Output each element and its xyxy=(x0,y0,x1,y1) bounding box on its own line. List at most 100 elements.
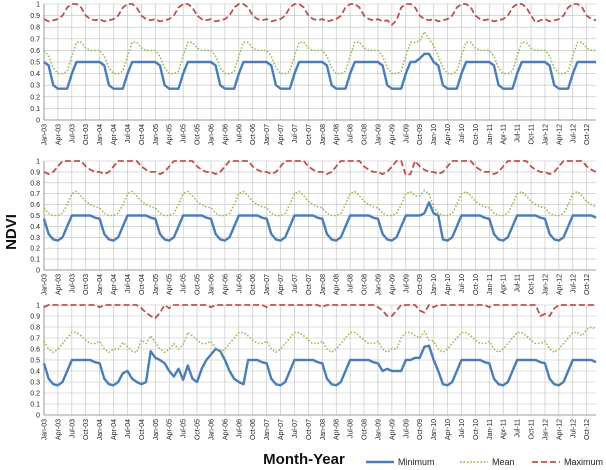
x-tick-label: Jul-09 xyxy=(403,274,410,293)
x-tick-label: Jul-07 xyxy=(292,419,299,438)
x-tick-label: Apr-03 xyxy=(55,419,62,440)
x-tick-label: Jul-12 xyxy=(570,274,577,293)
x-tick-label: Oct-08 xyxy=(362,274,369,295)
x-tick-label: Jan-04 xyxy=(97,274,104,296)
x-tick-label: Apr-08 xyxy=(334,274,341,295)
x-tick-label: Jan-09 xyxy=(375,124,382,146)
x-tick-label: Jan-09 xyxy=(375,274,382,296)
x-tick-label: Apr-06 xyxy=(222,124,229,145)
x-tick-label: Apr-09 xyxy=(389,274,396,295)
y-tick-label: 0.4 xyxy=(30,71,40,78)
x-tick-label: Oct-10 xyxy=(473,419,480,440)
x-tick-label: Jul-10 xyxy=(459,124,466,143)
series-mean-line xyxy=(43,326,597,354)
x-tick-label: Jul-05 xyxy=(181,124,188,143)
x-tick-label: Jul-10 xyxy=(459,274,466,293)
x-tick-label: Jul-05 xyxy=(181,274,188,293)
series-mean-line xyxy=(43,189,597,217)
x-tick-label: Oct-12 xyxy=(584,124,591,145)
x-tick-label: Apr-04 xyxy=(111,274,118,295)
x-tick-label: Jan-09 xyxy=(375,419,382,441)
x-tick-label: Apr-07 xyxy=(278,124,285,145)
y-tick-label: 0 xyxy=(36,413,40,420)
x-tick-label: Apr-11 xyxy=(501,124,508,145)
x-tick-label: Apr-03 xyxy=(55,124,62,145)
y-tick-label: 0 xyxy=(36,268,40,275)
x-tick-label: Jan-12 xyxy=(542,274,549,296)
y-tick-label: 0.2 xyxy=(30,94,40,101)
x-tick-label: Oct-05 xyxy=(195,419,202,440)
y-tick-label: 0.9 xyxy=(30,13,40,20)
x-tick-label: Apr-11 xyxy=(501,274,508,295)
x-tick-label: Jul-06 xyxy=(236,124,243,143)
x-tick-label: Jan-07 xyxy=(264,419,271,441)
x-tick-label: Oct-11 xyxy=(529,124,536,145)
y-tick-label: 0.9 xyxy=(30,314,40,321)
x-tick-label: Jul-07 xyxy=(292,274,299,293)
x-tick-label: Oct-10 xyxy=(473,274,480,295)
y-tick-label: 0.3 xyxy=(30,83,40,90)
x-tick-label: Jan-07 xyxy=(264,124,271,146)
x-tick-label: Apr-03 xyxy=(55,274,62,295)
x-tick-label: Jul-08 xyxy=(348,274,355,293)
series-maximum-line xyxy=(43,160,597,177)
y-tick-label: 0.6 xyxy=(30,48,40,55)
x-tick-label: Jan-05 xyxy=(153,124,160,146)
y-tick-label: 0.7 xyxy=(30,36,40,43)
y-tick-label: 0.2 xyxy=(30,391,40,398)
x-tick-label: Oct-08 xyxy=(362,419,369,440)
x-tick-label: Oct-12 xyxy=(584,419,591,440)
x-tick-label: Apr-12 xyxy=(556,124,563,145)
series-mean-line xyxy=(43,31,596,75)
x-tick-label: Jul-11 xyxy=(515,124,522,143)
x-tick-label: Jan-04 xyxy=(97,419,104,441)
x-tick-label: Jan-11 xyxy=(487,419,494,440)
y-tick-label: 0.7 xyxy=(30,191,40,198)
y-tick-label: 0.6 xyxy=(30,347,40,354)
x-tick-label: Jan-06 xyxy=(208,419,215,441)
x-tick-label: Apr-08 xyxy=(334,419,341,440)
y-axis-label: NDVI xyxy=(3,214,20,250)
x-tick-label: Jul-11 xyxy=(515,419,522,438)
x-tick-label: Jul-09 xyxy=(403,419,410,438)
x-tick-label: Apr-10 xyxy=(445,274,452,295)
x-tick-label: Jan-12 xyxy=(542,419,549,441)
x-tick-label: Jul-04 xyxy=(125,419,132,438)
legend-label-minimum: Minimum xyxy=(398,457,435,467)
x-tick-label: Oct-09 xyxy=(417,419,424,440)
x-tick-label: Jul-08 xyxy=(348,419,355,438)
y-tick-label: 0.4 xyxy=(30,369,40,376)
x-tick-label: Apr-12 xyxy=(556,419,563,440)
x-tick-label: Jan-10 xyxy=(431,124,438,146)
x-tick-label: Jan-07 xyxy=(264,274,271,296)
series-minimum-line xyxy=(42,201,597,242)
x-tick-label: Apr-06 xyxy=(222,419,229,440)
x-tick-label: Oct-07 xyxy=(306,274,313,295)
y-tick-label: 0 xyxy=(36,118,40,125)
x-tick-label: Jan-05 xyxy=(153,274,160,296)
x-tick-label: Jul-03 xyxy=(69,274,76,293)
x-tick-label: Jan-10 xyxy=(431,419,438,441)
panel-middle: 0 0.1 0.2 0.3 0.4 0.5 0.6 0.7 0.8 0.9 1 Jan-03 Apr-0… xyxy=(30,159,597,296)
x-tick-label: Oct-03 xyxy=(83,124,90,145)
x-tick-label: Apr-10 xyxy=(445,419,452,440)
x-tick-label: Apr-05 xyxy=(167,274,174,295)
x-tick-label: Jan-10 xyxy=(431,274,438,296)
x-tick-label: Jul-07 xyxy=(292,124,299,143)
x-tick-label: Apr-06 xyxy=(222,274,229,295)
y-tick-label: 0.7 xyxy=(30,336,40,343)
x-tick-label: Oct-07 xyxy=(306,419,313,440)
x-tick-label: Jan-03 xyxy=(42,124,49,146)
x-tick-label: Jan-08 xyxy=(320,274,327,296)
y-tick-label: 0.8 xyxy=(30,180,40,187)
panel-bottom: 0 0.1 0.2 0.3 0.4 0.5 0.6 0.7 0.8 0.9 1 Jan-03 Apr-0… xyxy=(30,303,597,441)
x-tick-label: Jul-04 xyxy=(125,274,132,293)
y-tick-label: 0.3 xyxy=(30,380,40,387)
series-maximum-line xyxy=(43,3,597,26)
y-tick-label: 0.5 xyxy=(30,60,40,67)
x-tick-label: Jan-11 xyxy=(487,274,494,295)
y-tick-label: 0.1 xyxy=(30,257,40,264)
x-tick-label: Oct-07 xyxy=(306,124,313,145)
x-tick-label: Jul-10 xyxy=(459,419,466,438)
x-tick-label: Apr-05 xyxy=(167,124,174,145)
